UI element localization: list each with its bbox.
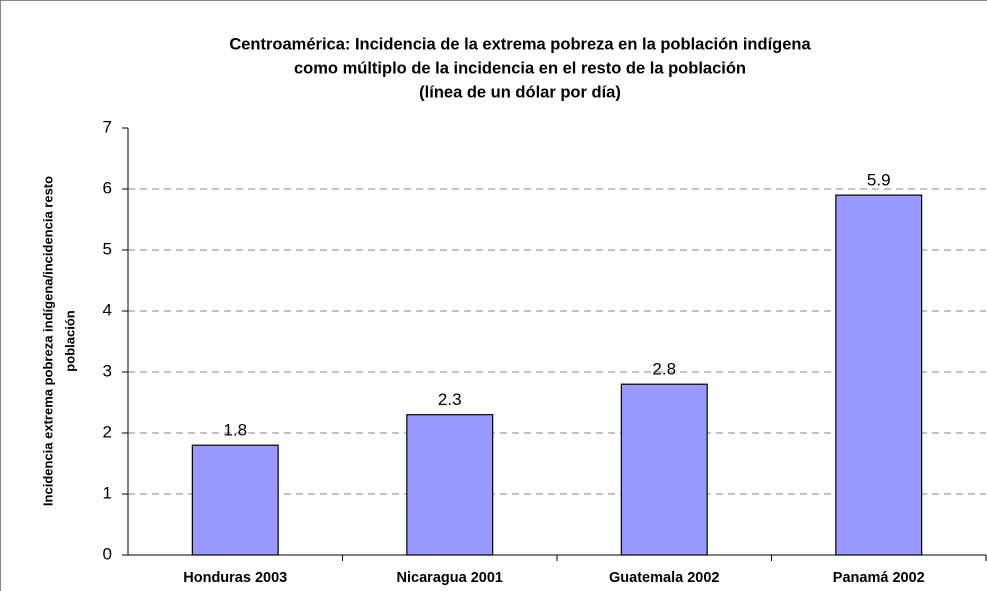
y-tick-label: 5 (103, 239, 112, 258)
chart-title: Centroamérica: Incidencia de la extrema … (229, 35, 811, 53)
y-axis-label: población (62, 310, 77, 371)
y-tick-label: 3 (103, 361, 112, 380)
data-label: 1.8 (223, 421, 247, 440)
data-label: 5.9 (867, 171, 891, 190)
data-label: 2.8 (652, 360, 676, 379)
bar (835, 194, 923, 556)
y-tick-label: 4 (103, 300, 112, 319)
y-tick-label: 6 (103, 178, 112, 197)
x-tick-label: Honduras 2003 (183, 570, 287, 586)
y-tick-label: 7 (103, 117, 112, 136)
x-tick-label: Panamá 2002 (833, 570, 925, 586)
bar (620, 383, 708, 556)
x-tick-label: Guatemala 2002 (609, 570, 719, 586)
y-tick-label: 1 (103, 483, 112, 502)
chart-title: como múltiplo de la incidencia en el res… (294, 59, 746, 77)
bar (406, 414, 494, 556)
bar (191, 444, 279, 556)
chart-title: (línea de un dólar por día) (419, 83, 621, 101)
y-tick-label: 2 (103, 422, 112, 441)
y-tick-label: 0 (103, 544, 112, 563)
data-label: 2.3 (438, 390, 462, 409)
x-tick-label: Nicaragua 2001 (397, 570, 503, 586)
y-axis-label: Incidencia extrema pobreza indígena/inci… (40, 176, 55, 506)
